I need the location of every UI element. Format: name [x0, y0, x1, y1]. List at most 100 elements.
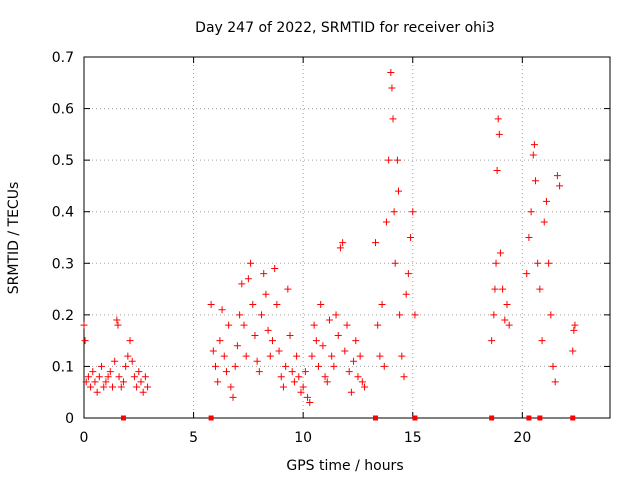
data-point [530, 141, 538, 149]
data-point [382, 218, 390, 226]
data-point [119, 378, 127, 386]
data-point [144, 383, 152, 391]
data-point [220, 352, 228, 360]
data-point [570, 326, 578, 334]
data-point [354, 373, 362, 381]
data-point [395, 187, 403, 195]
axis-markers [120, 415, 576, 421]
data-point [306, 399, 314, 407]
data-point [315, 362, 323, 370]
data-point [529, 151, 537, 159]
data-point [495, 130, 503, 138]
y-axis-label: SRMTID / TECUs [6, 182, 22, 295]
data-point [378, 301, 386, 309]
x-tick-label: 15 [404, 430, 422, 446]
axis-marker [120, 415, 126, 421]
data-point [297, 388, 305, 396]
data-point [253, 357, 261, 365]
data-point [389, 115, 397, 123]
x-axis-label: GPS time / hours [286, 458, 403, 474]
data-point [347, 388, 355, 396]
data-point [299, 383, 307, 391]
data-point [262, 290, 270, 298]
data-point [251, 331, 259, 339]
x-tick-label: 10 [294, 430, 312, 446]
data-point [240, 321, 248, 329]
y-tick-label: 0.3 [52, 256, 74, 272]
data-point [216, 337, 224, 345]
data-point [279, 383, 287, 391]
data-point [376, 352, 384, 360]
data-point [396, 311, 404, 319]
data-point [244, 275, 252, 283]
data-point [139, 388, 147, 396]
data-point [130, 373, 138, 381]
data-point [556, 182, 564, 190]
data-point [391, 259, 399, 267]
data-point [527, 208, 535, 216]
y-tick-label: 0.7 [52, 50, 74, 66]
y-tick-label: 0.2 [52, 308, 74, 324]
data-point [102, 378, 110, 386]
data-point [374, 321, 382, 329]
data-points [80, 68, 579, 407]
data-point [122, 362, 130, 370]
y-tick-label: 0.4 [52, 205, 74, 221]
data-point [343, 321, 351, 329]
x-tick-label: 5 [189, 430, 198, 446]
y-tick-label: 0 [65, 411, 74, 427]
data-point [323, 378, 331, 386]
data-point [400, 373, 408, 381]
data-point [523, 270, 531, 278]
data-point [553, 172, 561, 180]
data-point [93, 388, 101, 396]
data-point [350, 357, 358, 365]
data-point [80, 321, 88, 329]
data-point [356, 352, 364, 360]
data-point [115, 373, 123, 381]
data-point [540, 218, 548, 226]
data-point [242, 352, 250, 360]
data-point [218, 306, 226, 314]
data-point [531, 177, 539, 185]
x-tick-label: 0 [80, 430, 89, 446]
data-point [255, 368, 263, 376]
data-point [209, 347, 217, 355]
data-point [317, 301, 325, 309]
data-point [538, 337, 546, 345]
data-point [321, 373, 329, 381]
data-point [275, 347, 283, 355]
data-point [334, 331, 342, 339]
data-point [286, 331, 294, 339]
data-point [501, 316, 509, 324]
axis-marker [537, 415, 543, 421]
data-point [319, 342, 327, 350]
data-point [225, 321, 233, 329]
axis-marker [208, 415, 214, 421]
data-point [352, 337, 360, 345]
data-point [361, 383, 369, 391]
data-point [341, 347, 349, 355]
data-point [545, 259, 553, 267]
data-point [260, 270, 268, 278]
plot-frame [83, 56, 611, 419]
data-point [212, 362, 219, 370]
data-point [111, 357, 119, 365]
axis-marker [570, 415, 576, 421]
data-point [499, 285, 507, 293]
data-point [282, 362, 290, 370]
data-point [89, 368, 97, 376]
data-point [534, 259, 542, 267]
data-point [312, 337, 320, 345]
data-point [288, 368, 296, 376]
data-point [290, 378, 298, 386]
data-point [222, 368, 230, 376]
data-point [494, 115, 502, 123]
data-point [409, 208, 417, 216]
data-point [332, 311, 340, 319]
data-point [124, 352, 132, 360]
data-point [549, 362, 557, 370]
data-point [388, 84, 396, 92]
axis-marker [412, 415, 418, 421]
